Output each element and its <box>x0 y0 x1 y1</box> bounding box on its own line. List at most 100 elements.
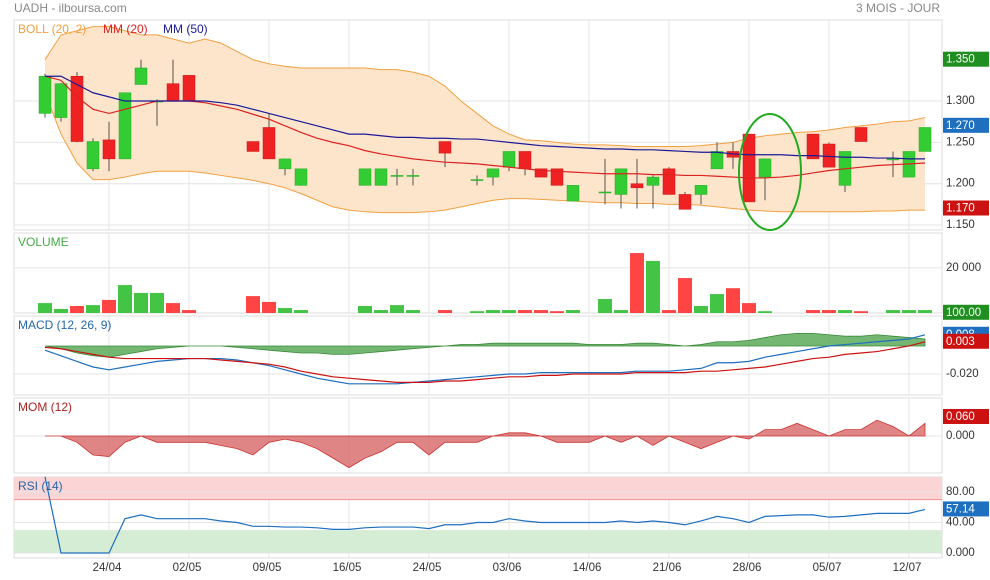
candle-body <box>374 168 388 186</box>
volume-bar <box>246 296 260 313</box>
volume-bar <box>166 303 180 313</box>
panel-title: MOM (12) <box>18 400 72 414</box>
y-tick-label: 80.00 <box>946 486 975 498</box>
value-flag-label: 0.003 <box>946 336 975 348</box>
candle-body <box>406 175 420 177</box>
x-tick-label: 24/04 <box>93 562 122 574</box>
candle-body <box>358 168 372 186</box>
candle-body <box>614 168 628 195</box>
period: 3 MOIS - JOUR <box>856 1 940 15</box>
volume-bar <box>86 305 100 313</box>
panel-title: MACD (12, 26, 9) <box>18 318 111 332</box>
y-tick-label: 1.150 <box>946 219 975 231</box>
y-tick-label: 1.200 <box>946 178 975 190</box>
candle-body <box>758 158 772 178</box>
x-tick-label: 24/05 <box>413 562 442 574</box>
volume-bar <box>102 299 116 313</box>
candle-body <box>278 158 292 170</box>
panel-frame <box>13 19 943 231</box>
volume-bar <box>678 278 692 313</box>
volume-bar <box>390 305 404 313</box>
volume-bar <box>886 310 900 313</box>
x-tick-label: 16/05 <box>333 562 362 574</box>
volume-bar <box>838 310 852 313</box>
y-tick-label: 0.000 <box>946 430 975 442</box>
x-tick-label: 02/05 <box>173 562 202 574</box>
value-flag-label: 1.350 <box>946 54 975 66</box>
panel-frame <box>13 315 943 396</box>
volume-bar <box>182 310 196 313</box>
labels: 1.300 1.250 1.200 1.150 1.350 1.270 1.170 24/04… <box>18 22 989 574</box>
y-tick-label: 20 000 <box>946 262 981 274</box>
x-tick-label: 12/07 <box>893 562 922 574</box>
candle-body <box>822 143 836 168</box>
volume-bar <box>150 292 164 313</box>
candle-body <box>518 151 532 170</box>
panel-title: RSI (14) <box>18 479 63 493</box>
volume-bar <box>262 301 276 313</box>
legend-entry: MM (50) <box>163 22 208 36</box>
volume-bar <box>38 303 52 313</box>
candle-body <box>438 141 452 154</box>
zone <box>14 530 942 553</box>
volume-bar <box>598 299 612 313</box>
volume-bar <box>518 310 532 313</box>
volume-bar <box>806 310 820 313</box>
candle-body <box>566 185 580 202</box>
value-flag <box>943 333 989 349</box>
value-flag <box>943 51 989 67</box>
y-tick-label: 40.00 <box>946 517 975 529</box>
x-tick-label: 21/06 <box>653 562 682 574</box>
candle-body <box>102 139 116 160</box>
candle-body <box>886 158 900 161</box>
candle-body <box>134 67 148 85</box>
y-tick-label: -0.020 <box>946 368 979 380</box>
rsi-line <box>44 476 926 554</box>
candle-body <box>70 75 84 142</box>
candle-body <box>550 168 564 186</box>
annotation-ellipse <box>738 113 802 231</box>
candle-body <box>470 179 484 181</box>
candle-body <box>710 151 724 170</box>
panel-title: VOLUME <box>18 235 69 249</box>
x-tick-label: 03/06 <box>493 562 522 574</box>
x-tick-label: 05/07 <box>813 562 842 574</box>
volume-bar <box>54 308 68 313</box>
volume-bar <box>486 310 500 313</box>
volume-bar <box>374 310 388 313</box>
candle-body <box>662 168 676 195</box>
volume-bar <box>758 311 772 313</box>
bollinger-upper <box>44 26 926 147</box>
volume-bar <box>406 310 420 313</box>
volume-bar <box>742 303 756 313</box>
candle-body <box>262 127 276 160</box>
value-flag <box>943 501 989 517</box>
value-flag-label: 1.270 <box>946 120 975 132</box>
candle-body <box>694 185 708 195</box>
volume-bar <box>502 310 516 313</box>
x-tick-label: 28/06 <box>733 562 762 574</box>
legend-entry: MM (20) <box>103 22 148 36</box>
candle-body <box>54 83 68 118</box>
momentum-area <box>45 419 926 469</box>
value-flag-label: 1.170 <box>946 203 975 215</box>
volume-bar <box>134 292 148 313</box>
volume-bar <box>118 285 132 313</box>
x-tick-label: 09/05 <box>253 562 282 574</box>
volume-bar <box>438 310 452 313</box>
candle-body <box>630 183 644 189</box>
candle-body <box>678 194 692 210</box>
candle-body <box>294 168 308 186</box>
macd-histogram <box>44 332 926 358</box>
macd-line <box>44 341 926 383</box>
volume-bar <box>822 310 836 313</box>
volume-bar <box>694 306 708 313</box>
volume-bar <box>550 311 564 313</box>
volume-bar <box>614 310 628 313</box>
legend-entry: BOLL (20, 2) <box>18 22 86 36</box>
candle-body <box>182 75 196 102</box>
moving-average <box>45 75 925 160</box>
bollinger-lower <box>44 92 925 214</box>
zone <box>14 477 942 500</box>
